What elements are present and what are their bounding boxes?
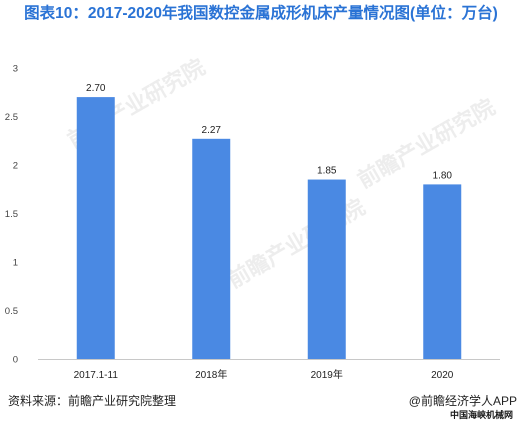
bar bbox=[192, 138, 231, 359]
data-label: 1.80 bbox=[433, 170, 453, 181]
y-tick-label: 0 bbox=[13, 355, 18, 366]
y-tick-label: 0.5 bbox=[5, 306, 18, 317]
bar bbox=[307, 179, 346, 359]
chart-title: 图表10：2017-2020年我国数控金属成形机床产量情况图(单位：万台) bbox=[24, 5, 498, 22]
site-label: 中国海峡机械网 bbox=[449, 410, 513, 420]
y-tick-label: 2.5 bbox=[5, 112, 18, 123]
y-tick-label: 3 bbox=[13, 64, 18, 75]
y-tick-label: 1.5 bbox=[5, 209, 18, 220]
y-tick-label: 1 bbox=[13, 258, 18, 269]
watermark-text: 前瞻产业研究院 bbox=[353, 94, 499, 193]
data-label: 2.70 bbox=[86, 83, 106, 94]
x-category-label: 2017.1-11 bbox=[74, 370, 119, 381]
x-axis-categories: 2017.1-11 2018年 2019年 2020 bbox=[74, 368, 454, 381]
bars: 2.70 2.27 1.85 1.80 bbox=[76, 83, 462, 359]
x-category-label: 2019年 bbox=[311, 368, 343, 381]
bar bbox=[76, 97, 115, 359]
brand-label: @前瞻经济学人APP bbox=[408, 394, 517, 408]
watermark-text: 前瞻产业研究院 bbox=[223, 194, 369, 293]
x-category-label: 2020 bbox=[431, 370, 454, 381]
bar bbox=[423, 184, 462, 359]
y-axis: 0 0.5 1 1.5 2 2.5 3 bbox=[5, 64, 18, 366]
data-label: 1.85 bbox=[317, 166, 337, 177]
source-note: 资料来源：前瞻产业研究院整理 bbox=[8, 394, 177, 408]
y-tick-label: 2 bbox=[13, 161, 18, 172]
x-category-label: 2018年 bbox=[195, 368, 227, 381]
data-label: 2.27 bbox=[202, 125, 222, 136]
